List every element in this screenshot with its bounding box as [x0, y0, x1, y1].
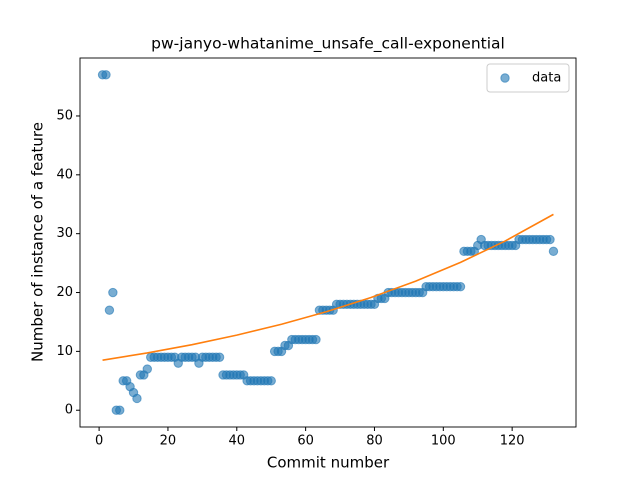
data-point	[101, 70, 111, 80]
x-tick-label: 20	[160, 434, 177, 449]
y-tick-label: 20	[56, 285, 73, 300]
data-point	[108, 287, 118, 298]
x-axis-label: Commit number	[267, 454, 390, 472]
legend-marker	[500, 73, 510, 83]
y-axis-label: Number of instance of a feature	[29, 122, 47, 362]
data-point	[132, 393, 142, 404]
data-point	[455, 281, 466, 292]
legend-label: data	[532, 71, 561, 86]
y-tick-label: 40	[56, 167, 73, 182]
legend-box	[486, 63, 570, 93]
data-point	[266, 376, 276, 386]
fit-line	[102, 213, 554, 361]
x-tick-label: 80	[366, 434, 383, 449]
y-tick-label: 30	[56, 226, 73, 241]
x-tick-label: 40	[229, 434, 246, 449]
data-point	[115, 405, 125, 415]
data-point	[548, 246, 559, 257]
x-tick-label: 60	[297, 434, 314, 449]
x-tick-label: 0	[95, 434, 103, 449]
y-tick-label: 50	[56, 108, 73, 123]
data-point	[142, 364, 152, 374]
data-point	[311, 334, 321, 345]
chart-title: pw-janyo-whatanime_unsafe_call-exponenti…	[151, 35, 505, 54]
x-tick-label: 120	[500, 434, 525, 449]
data-point	[104, 305, 115, 315]
axes-frame	[79, 57, 577, 428]
x-tick-label: 100	[431, 434, 456, 449]
data-point	[545, 234, 555, 245]
data-point	[214, 352, 225, 362]
y-tick-label: 10	[56, 344, 73, 359]
y-tick-label: 0	[65, 403, 73, 418]
